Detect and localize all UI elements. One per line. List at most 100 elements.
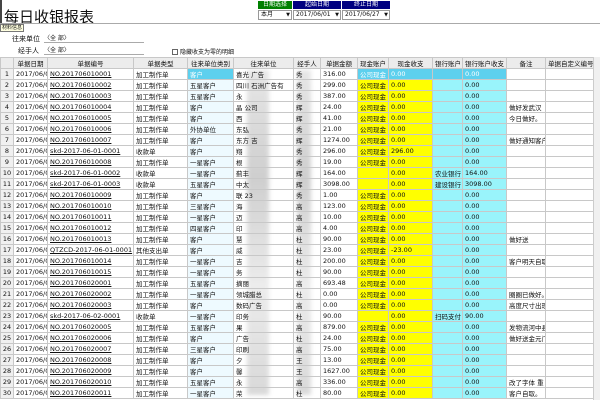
cell-no[interactable]: NO.201706020003 <box>47 299 134 311</box>
column-header[interactable]: 单据类型 <box>133 57 188 69</box>
cell-memo <box>506 365 546 377</box>
cell-no[interactable]: skd-2017-06-01-0001 <box>47 145 134 157</box>
cell-no[interactable]: NO.201706020002 <box>47 288 134 300</box>
vertical-scrollbar[interactable] <box>593 57 600 400</box>
cell-no[interactable]: NO.201706020001 <box>47 277 134 289</box>
column-header[interactable]: 往来单位类别 <box>187 57 234 69</box>
cell-no[interactable]: NO.201706020006 <box>47 332 134 344</box>
cell-no[interactable]: NO.201706010007 <box>47 134 134 146</box>
cell-no[interactable]: NO.201706010004 <box>47 101 134 113</box>
cell-date: 2017/06/02 <box>13 332 48 344</box>
cell-no[interactable]: NO.201706010012 <box>47 222 134 234</box>
cell-unit: 印务 <box>233 310 294 322</box>
cell-cashacc: 公司现金 <box>357 288 389 300</box>
cell-cashacc: 公司现金 <box>357 101 389 113</box>
cell-no[interactable]: NO.201706020009 <box>47 365 134 377</box>
column-header[interactable]: 备注 <box>506 57 546 69</box>
column-header[interactable]: 单据编号 <box>47 57 134 69</box>
cell-memo <box>506 178 546 190</box>
cell-no[interactable]: NO.201706010014 <box>47 255 134 267</box>
handler-field[interactable]: 〈全 部〉 <box>44 45 144 55</box>
column-header[interactable]: 银行账户 <box>432 57 463 69</box>
end-date-select[interactable]: 2017/06/27 ▼ <box>342 10 390 20</box>
cell-no[interactable]: NO.201706010010 <box>47 200 134 212</box>
cell-custom <box>545 200 594 212</box>
column-header[interactable]: 往来单位 <box>233 57 294 69</box>
cell-no[interactable]: NO.201706020008 <box>47 354 134 366</box>
table-row[interactable]: 102017/06/01skd-2017-06-01-0002收款单一星客户蓟丰… <box>0 167 594 179</box>
cell-no[interactable]: skd-2017-06-02-0001 <box>47 310 134 322</box>
column-header[interactable]: 单据日期 <box>13 57 48 69</box>
table-row[interactable]: 172017/06/01QTZCD-2017-06-01-0001其他支出单客户… <box>0 244 594 256</box>
cell-h: 高 <box>293 299 321 311</box>
cell-custom <box>545 222 594 234</box>
column-header[interactable]: 经手人 <box>293 57 321 69</box>
column-header[interactable] <box>0 57 14 69</box>
table-row[interactable]: 112017/06/01skd-2017-06-01-0003收款单五星客户中太… <box>0 178 594 190</box>
cell-unit: 根 <box>233 156 294 168</box>
cell-no[interactable]: NO.201706010015 <box>47 266 134 278</box>
unit-field[interactable]: 〈全 部〉 <box>44 33 144 43</box>
cell-no[interactable]: NO.201706010011 <box>47 211 134 223</box>
cell-custom <box>545 233 594 245</box>
cell-no[interactable]: NO.201706010009 <box>47 189 134 201</box>
period-select[interactable]: 本月 ▼ <box>258 10 292 20</box>
column-header[interactable]: 单据金额 <box>320 57 358 69</box>
cell-unit: 摘丽 <box>233 277 294 289</box>
column-header[interactable]: 银行账户收支 <box>462 57 507 69</box>
hide-zero-checkbox[interactable]: 隐藏收支为零的明细 <box>172 47 234 56</box>
cell-custom <box>545 79 594 91</box>
cell-no[interactable]: NO.201706010001 <box>47 68 134 80</box>
cell-no[interactable]: NO.201706010002 <box>47 79 134 91</box>
cell-no[interactable]: NO.201706020005 <box>47 321 134 333</box>
cell-no[interactable]: skd-2017-06-01-0002 <box>47 167 134 179</box>
cell-no[interactable]: NO.201706010008 <box>47 156 134 168</box>
cell-amt: 200.00 <box>320 255 358 267</box>
column-header[interactable]: 现金收支 <box>388 57 433 69</box>
cell-no[interactable]: QTZCD-2017-06-01-0001 <box>47 244 134 256</box>
column-header[interactable]: 单据自定义编号 <box>545 57 594 69</box>
cell-n: 7 <box>0 134 14 146</box>
cell-no[interactable]: NO.201706020011 <box>47 387 134 399</box>
cell-n: 18 <box>0 255 14 267</box>
cell-no[interactable]: NO.201706010005 <box>47 112 134 124</box>
cell-no[interactable]: NO.201706020007 <box>47 343 134 355</box>
column-header[interactable]: 现金账户 <box>357 57 389 69</box>
cell-no[interactable]: NO.201706010013 <box>47 233 134 245</box>
cell-no[interactable]: NO.201706020010 <box>47 376 134 388</box>
cell-custom <box>545 310 594 322</box>
cell-cat: 五星客户 <box>187 376 234 388</box>
cell-no[interactable]: skd-2017-06-01-0003 <box>47 178 134 190</box>
start-date-select[interactable]: 2017/06/01 ▼ <box>293 10 341 20</box>
cell-no[interactable]: NO.201706010006 <box>47 123 134 135</box>
cell-cash: 296.00 <box>388 145 433 157</box>
cell-no[interactable]: NO.201706010003 <box>47 90 134 102</box>
